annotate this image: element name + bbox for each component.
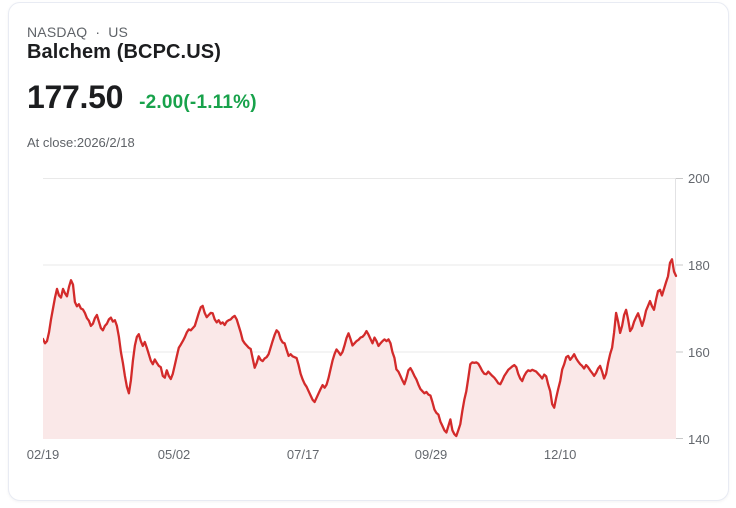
price-chart-area: 200 180 160 140 02/19 05/02 07/17 09/29 12/10 — [27, 171, 729, 478]
y-axis-label: 180 — [688, 258, 710, 273]
separator-dot: · — [95, 24, 101, 40]
price-chart[interactable] — [43, 178, 689, 439]
x-axis-label: 09/29 — [414, 447, 448, 462]
exchange-label: NASDAQ — [27, 24, 88, 40]
y-axis-label: 140 — [688, 432, 710, 447]
stock-card: NASDAQ · US Balchem (BCPC.US) 177.50 -2.… — [8, 2, 729, 501]
close-time-note: At close:2026/2/18 — [27, 135, 135, 150]
price-change: -2.00(-1.11%) — [139, 92, 257, 113]
x-axis-label: 05/02 — [157, 447, 191, 462]
region-label: US — [108, 24, 129, 40]
x-axis-label: 02/19 — [26, 447, 60, 462]
price-row: 177.50 -2.00(-1.11%) — [27, 79, 257, 116]
y-axis-label: 200 — [688, 171, 710, 186]
x-axis-label: 12/10 — [543, 447, 577, 462]
x-axis-label: 07/17 — [286, 447, 320, 462]
stock-title: Balchem (BCPC.US) — [27, 41, 221, 63]
exchange-row: NASDAQ · US — [27, 24, 128, 40]
y-axis-label: 160 — [688, 345, 710, 360]
current-price: 177.50 — [27, 79, 124, 115]
x-axis: 02/19 05/02 07/17 09/29 12/10 — [27, 447, 676, 465]
